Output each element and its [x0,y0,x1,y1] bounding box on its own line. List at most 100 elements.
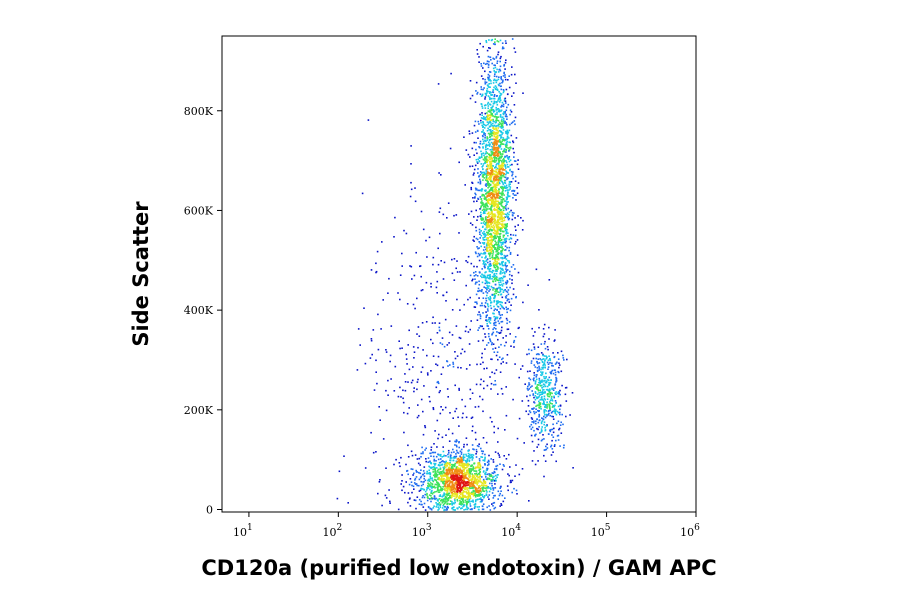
data-point [548,279,551,281]
data-point [497,205,499,207]
data-point [482,129,484,131]
data-point [507,489,509,492]
data-point [502,183,505,185]
data-point [445,460,447,463]
data-point [482,274,484,277]
data-point [541,384,543,387]
data-point [494,295,496,298]
data-point [454,493,457,496]
data-point [505,335,507,337]
data-point [505,196,508,199]
data-point [454,357,457,360]
data-point [496,279,499,281]
data-point [483,490,486,493]
data-point [496,253,499,255]
data-point [501,140,503,143]
data-point [485,204,488,207]
data-point [542,353,544,356]
data-point [464,485,466,487]
data-point [482,495,484,498]
data-point [549,429,551,431]
data-point [486,322,488,325]
data-point [483,117,485,120]
data-point [448,497,450,499]
data-point [489,376,491,378]
data-point [537,404,540,406]
data-point [472,448,474,450]
data-point [474,187,477,190]
data-point [435,472,437,475]
data-point [468,498,470,501]
data-point [506,118,508,120]
data-point [414,479,416,481]
data-point [526,395,528,398]
data-point [551,406,554,408]
data-point [467,462,469,465]
data-point [463,495,466,498]
data-point [498,233,501,235]
data-point [488,143,491,146]
data-point [494,260,497,263]
data-point [486,182,489,185]
data-point [489,299,492,302]
data-point [494,141,496,143]
data-point [485,165,488,168]
data-point [497,247,499,250]
data-point [456,483,459,486]
data-point [411,468,414,471]
data-point [491,286,494,289]
data-point [482,380,485,383]
data-point [507,298,509,300]
data-point [502,103,505,106]
data-point [505,209,508,211]
data-point [469,505,472,507]
data-point [492,127,495,130]
data-point [485,93,487,96]
data-point [487,201,490,204]
data-point [538,367,541,369]
data-point [545,381,548,384]
data-point [469,328,471,331]
data-point [498,161,500,164]
data-point [537,460,539,462]
data-point [505,458,508,460]
data-point [506,311,508,314]
data-point [460,453,463,455]
data-point [531,385,533,387]
data-point [507,289,510,291]
data-point [474,131,477,133]
data-point [532,394,534,396]
data-point [493,70,495,72]
data-point [515,464,517,466]
data-point [503,161,505,163]
data-point [509,186,512,188]
data-point [432,316,434,319]
data-point [502,260,504,263]
data-point [495,75,498,78]
data-point [458,464,461,466]
data-point [463,303,465,306]
data-point [498,246,501,248]
data-point [508,75,510,77]
data-point [494,196,496,199]
data-point [530,423,533,426]
data-point [477,290,480,293]
data-point [438,211,441,213]
data-point [537,421,540,424]
data-point [480,150,482,153]
data-point [479,317,482,320]
data-point [460,498,463,500]
data-point [509,253,512,255]
data-point [482,450,484,453]
data-point [419,464,421,466]
data-point [505,268,507,270]
data-point [496,192,498,195]
data-point [494,175,497,177]
data-point [498,241,500,243]
data-point [538,377,541,380]
data-point [460,503,462,505]
data-point [562,357,565,359]
data-point [505,238,508,240]
data-point [496,129,498,132]
data-point [466,489,469,491]
